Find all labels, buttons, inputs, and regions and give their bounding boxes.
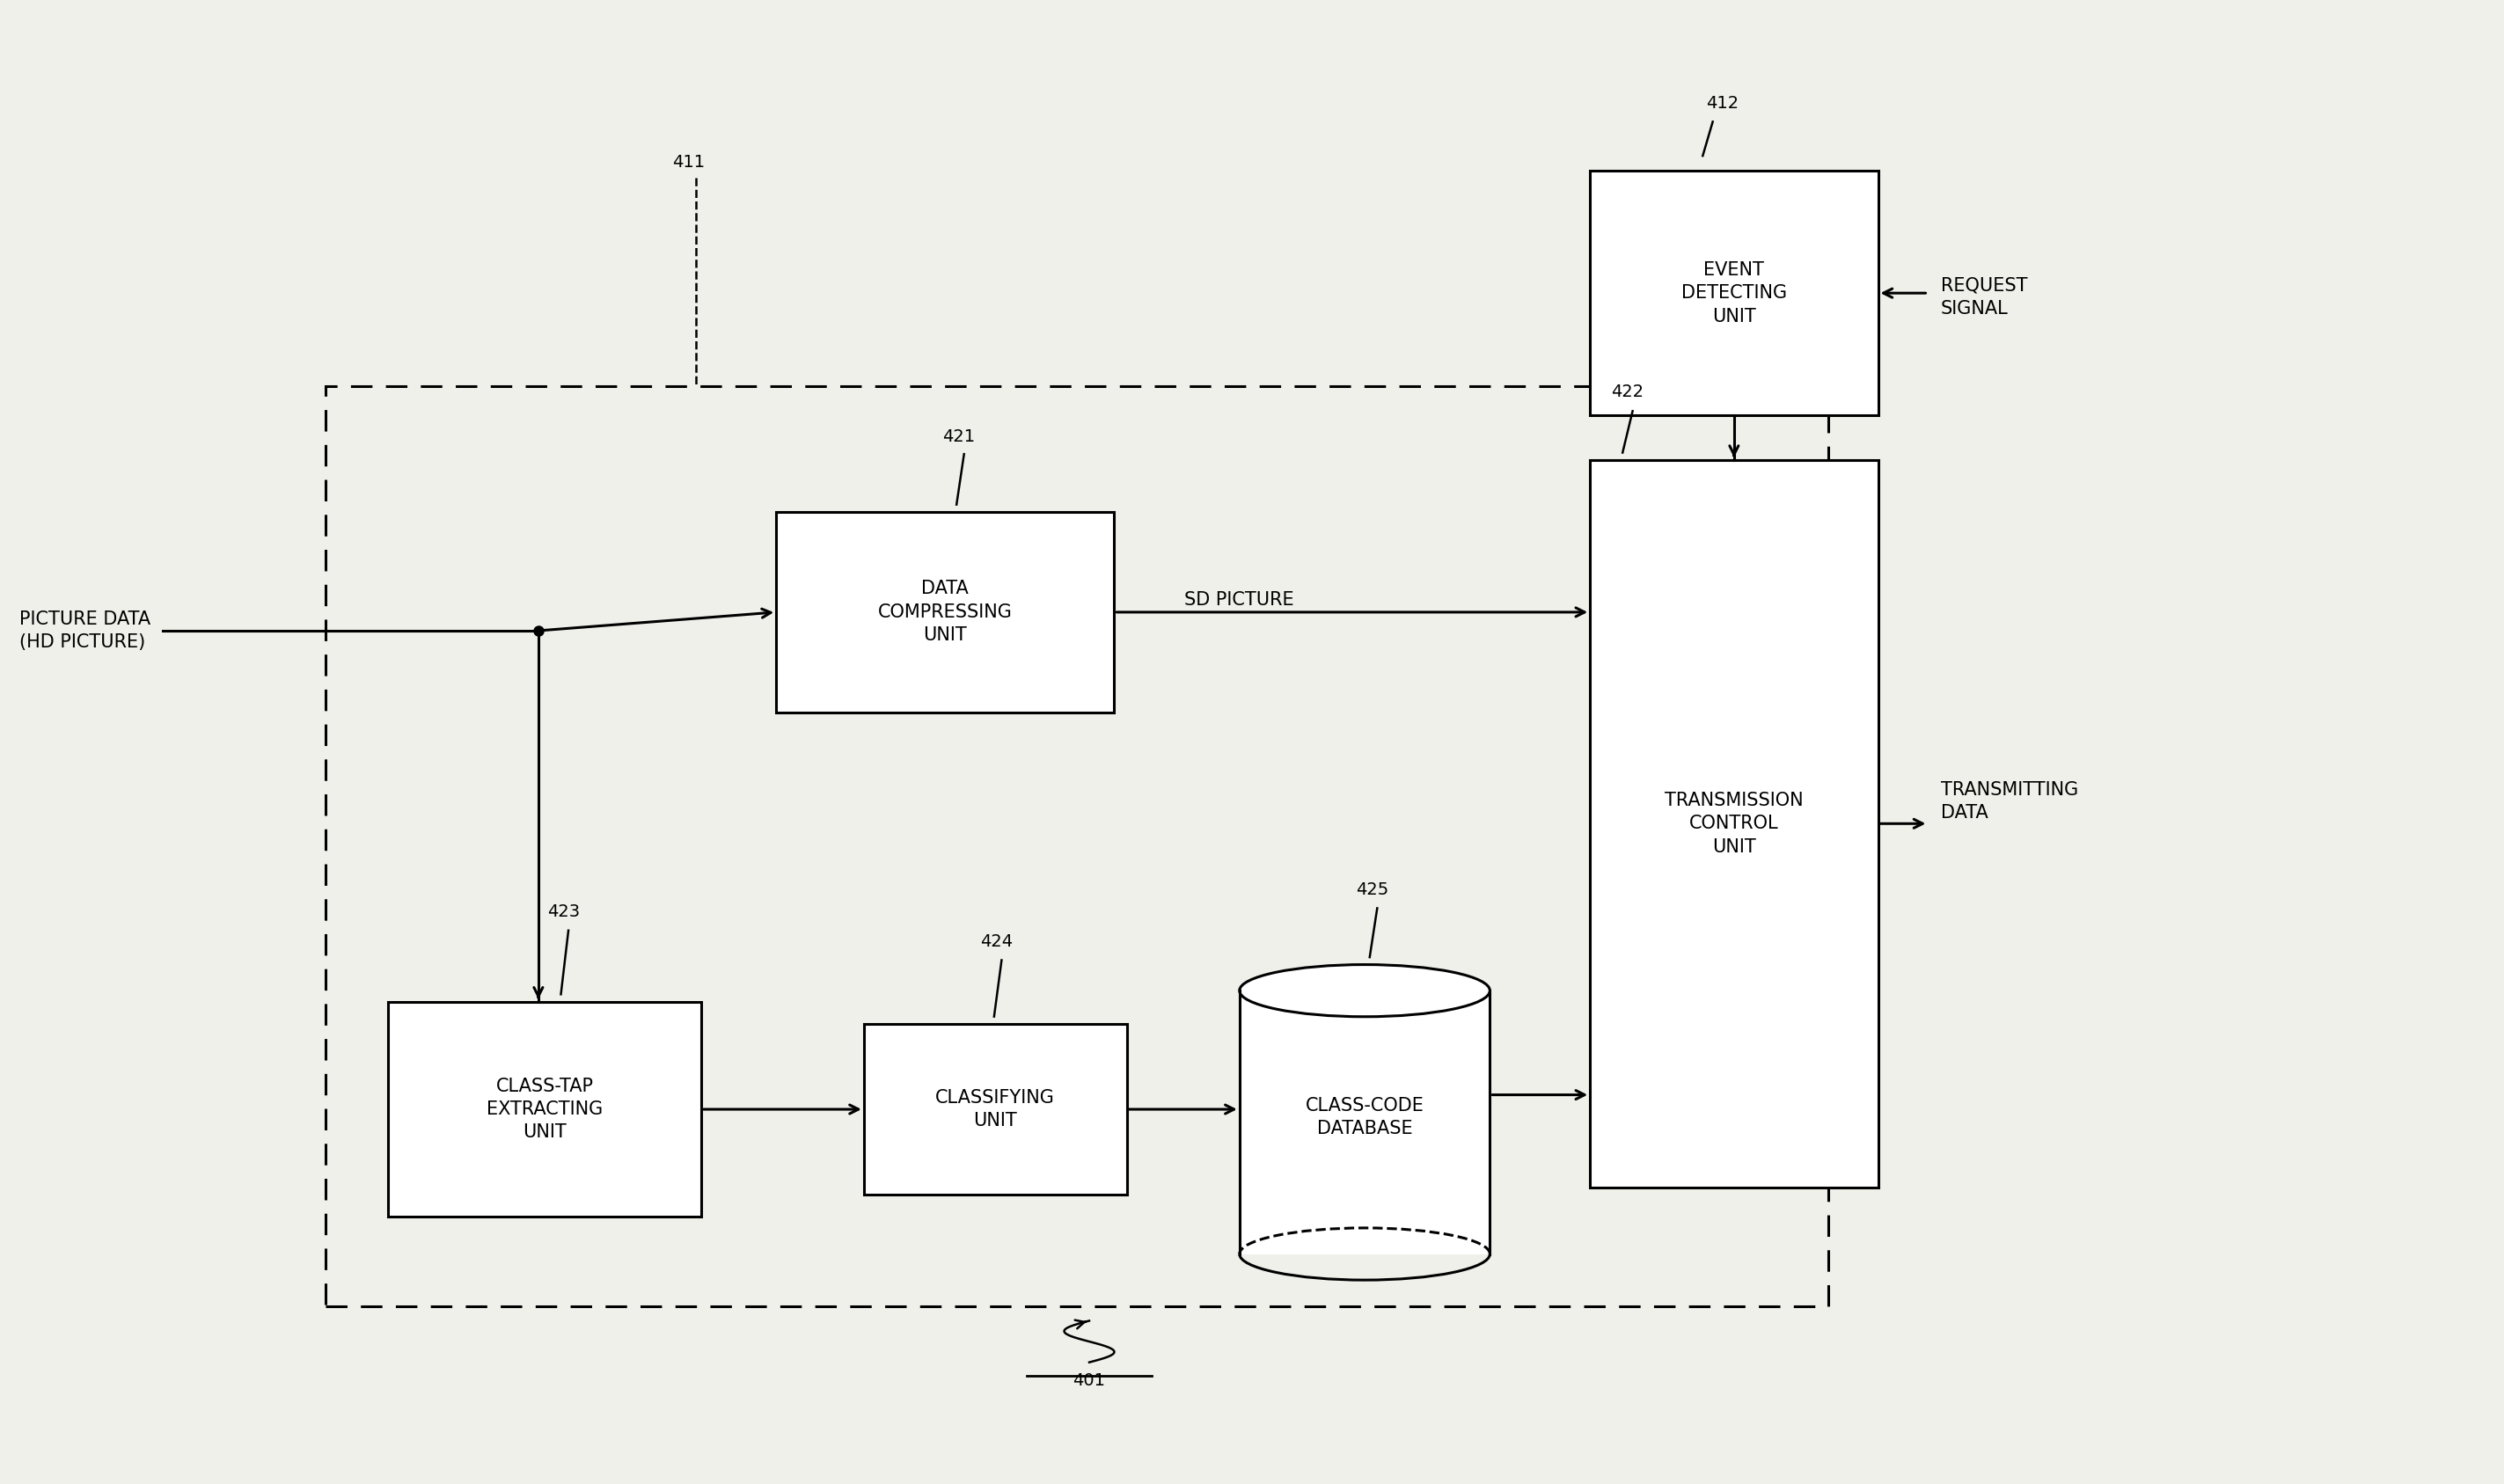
Bar (1590, 171, 1878, 416)
Text: SD PICTURE: SD PICTURE (1184, 591, 1295, 608)
Bar (776, 512, 1114, 712)
Text: DATA
COMPRESSING
UNIT: DATA COMPRESSING UNIT (879, 580, 1012, 644)
Text: 412: 412 (1705, 95, 1740, 111)
Text: REQUEST
SIGNAL: REQUEST SIGNAL (1941, 276, 2028, 318)
Text: CLASSIFYING
UNIT: CLASSIFYING UNIT (936, 1089, 1054, 1129)
Text: TRANSMITTING
DATA: TRANSMITTING DATA (1941, 781, 2078, 822)
Text: 401: 401 (1072, 1373, 1107, 1389)
Bar (864, 1024, 1127, 1195)
Bar (326, 386, 1828, 1306)
Bar (388, 1002, 701, 1217)
Text: 411: 411 (671, 154, 706, 171)
Text: PICTURE DATA
(HD PICTURE): PICTURE DATA (HD PICTURE) (20, 610, 150, 651)
Text: 425: 425 (1355, 881, 1390, 898)
Bar (1590, 460, 1878, 1187)
Text: 422: 422 (1610, 384, 1645, 401)
Text: TRANSMISSION
CONTROL
UNIT: TRANSMISSION CONTROL UNIT (1665, 791, 1803, 856)
Text: EVENT
DETECTING
UNIT: EVENT DETECTING UNIT (1680, 261, 1788, 325)
Text: CLASS-TAP
EXTRACTING
UNIT: CLASS-TAP EXTRACTING UNIT (486, 1077, 603, 1141)
Ellipse shape (1239, 965, 1490, 1017)
Text: 424: 424 (979, 933, 1014, 950)
Text: 423: 423 (546, 904, 581, 920)
Text: 421: 421 (942, 429, 977, 445)
Text: CLASS-CODE
DATABASE: CLASS-CODE DATABASE (1305, 1097, 1425, 1138)
Bar (1239, 991, 1490, 1254)
